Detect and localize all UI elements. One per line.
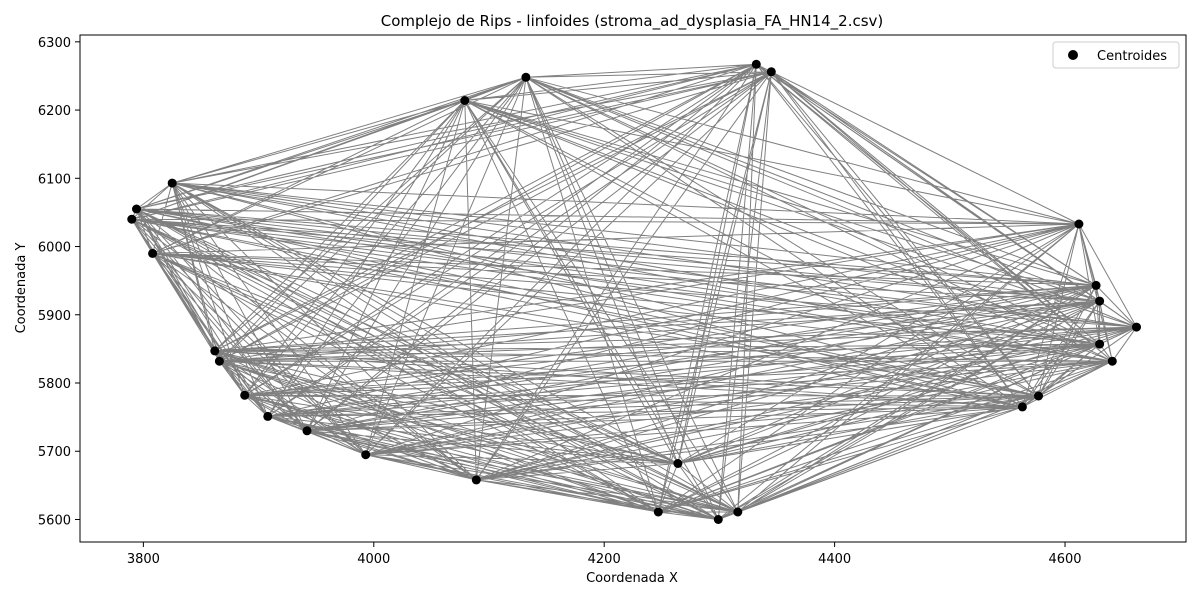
edges-layer: [131, 63, 1137, 520]
centroid-point: [1095, 339, 1105, 349]
centroid-point: [240, 390, 250, 400]
centroid-point: [1095, 296, 1105, 306]
x-tick-label: 4000: [357, 552, 390, 567]
points-layer: [127, 59, 1141, 524]
centroid-point: [653, 507, 663, 517]
y-axis-label: Coordenada Y: [14, 243, 29, 334]
centroid-point: [167, 178, 177, 188]
centroid-point: [471, 475, 481, 485]
y-tick-label: 5900: [38, 309, 71, 324]
y-axis: 5600 5700 5800 5900 6000 6100 6200 6300: [38, 36, 80, 528]
centroid-point: [1034, 391, 1043, 401]
rips-edges: [131, 63, 1137, 520]
legend-box: [1052, 41, 1180, 69]
y-tick-label: 5700: [38, 445, 71, 460]
centroid-point: [521, 72, 531, 82]
x-axis-label: Coordenada X: [586, 571, 678, 586]
centroid-point: [132, 204, 141, 214]
y-tick-label: 5600: [38, 513, 71, 528]
centroid-point: [1017, 402, 1027, 412]
legend-marker: [1068, 50, 1078, 60]
centroid-point: [263, 411, 273, 421]
centroid-point: [302, 426, 312, 436]
y-tick-label: 6200: [38, 104, 71, 119]
y-tick-label: 6000: [38, 241, 71, 256]
centroid-point: [1091, 280, 1101, 290]
x-tick-label: 3800: [127, 552, 160, 567]
x-tick-label: 4400: [818, 552, 851, 567]
centroid-point: [214, 356, 224, 366]
y-tick-label: 6300: [38, 36, 71, 51]
x-axis: 3800 4000 4200 4400 4600: [127, 542, 1082, 567]
plot-area: [127, 59, 1141, 524]
centroid-point: [127, 214, 137, 224]
centroid-point: [148, 248, 158, 258]
centroid-point: [1132, 322, 1141, 332]
centroid-point: [1074, 219, 1084, 229]
legend-entry-centroides: Centroides: [1097, 49, 1167, 64]
centroid-point: [1107, 356, 1117, 366]
centroid-point: [361, 450, 371, 460]
centroid-point: [210, 346, 220, 356]
centroid-point: [751, 59, 761, 69]
x-tick-label: 4600: [1048, 552, 1081, 567]
plot-frame: [79, 34, 1187, 543]
centroid-point: [460, 96, 470, 105]
y-tick-label: 5800: [38, 377, 71, 392]
x-tick-label: 4200: [588, 552, 621, 567]
centroid-point: [733, 507, 743, 517]
centroid-point: [766, 67, 776, 77]
centroid-point: [713, 515, 723, 524]
y-tick-label: 6100: [38, 172, 71, 187]
centroid-point: [673, 459, 683, 468]
legend: Centroides: [1052, 41, 1180, 69]
chart-title: Complejo de Rips - linfoides (stroma_ad_…: [381, 12, 884, 31]
